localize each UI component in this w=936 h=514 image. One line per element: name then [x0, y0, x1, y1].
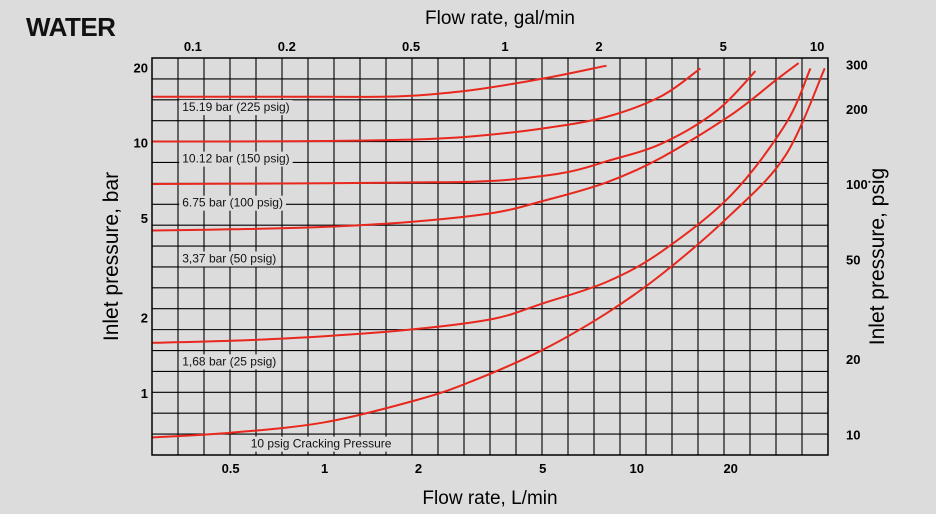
x2-tick-label: 10	[810, 39, 824, 54]
curve-label: 1,68 bar (25 psig)	[182, 354, 276, 368]
series-line-5	[152, 67, 701, 143]
y-axis-label: Inlet pressure, bar	[100, 172, 123, 341]
curve-label-background	[179, 354, 280, 370]
x2-tick-label: 0.5	[402, 39, 420, 54]
y2-axis-label: Inlet pressure, psig	[866, 168, 889, 345]
curve-label-background	[179, 151, 293, 167]
x2-tick-label: 0.1	[184, 39, 202, 54]
curve-label: 3,37 bar (50 psig)	[182, 252, 276, 266]
y-tick-label: 1	[141, 386, 148, 401]
x2-tick-label: 5	[720, 39, 727, 54]
y2-tick-label: 100	[846, 177, 868, 192]
x-tick-label: 20	[723, 461, 737, 476]
curve-label-background	[179, 195, 286, 211]
x2-tick-label: 2	[595, 39, 602, 54]
curve-label-background	[179, 251, 280, 267]
curve-label-background	[179, 100, 293, 116]
x-tick-label: 1	[321, 461, 328, 476]
x-tick-label: 2	[415, 461, 422, 476]
y2-tick-label: 200	[846, 102, 868, 117]
annotations: 15.19 bar (225 psig) 10.12 bar (150 psig)…	[179, 100, 395, 452]
y-tick-label: 20	[134, 60, 148, 75]
y-tick-label: 2	[141, 311, 148, 326]
series-line-6	[152, 64, 607, 98]
y2-tick-label: 300	[846, 58, 868, 73]
x-axis-label: Flow rate, L/min	[422, 488, 557, 509]
grid	[152, 58, 828, 455]
curve-label: 6.75 bar (100 psig)	[182, 196, 283, 210]
x2-axis-label: Flow rate, gal/min	[425, 8, 575, 29]
x-tick-label: 5	[539, 461, 546, 476]
tick-labels: 0.5 1 2 5 10 20 0.1 0.2 0.5 1 2 5 10 1 2 5 10 20 10 20 50 100…	[134, 39, 868, 476]
curve-label: 15.19 bar (225 psig)	[182, 100, 289, 114]
series-group	[152, 62, 826, 439]
series-line-1	[152, 67, 826, 439]
curve-label-background	[247, 436, 395, 452]
x-tick-label: 10	[629, 461, 643, 476]
curve-label: 10.12 bar (150 psig)	[182, 152, 289, 166]
x2-tick-label: 0.2	[278, 39, 296, 54]
curve-label: 10 psig Cracking Pressure	[251, 437, 392, 451]
y-tick-label: 5	[141, 211, 148, 226]
series-line-4	[152, 70, 757, 185]
y2-tick-label: 20	[846, 352, 860, 367]
x-tick-label: 0.5	[222, 461, 240, 476]
series-line-3	[152, 62, 800, 232]
plot-frame	[151, 57, 829, 456]
x2-tick-label: 1	[501, 39, 508, 54]
page-title: WATER	[26, 12, 116, 42]
series-line-2	[152, 67, 812, 344]
y2-tick-label: 10	[846, 427, 860, 442]
y-tick-label: 10	[134, 136, 148, 151]
y2-tick-label: 50	[846, 252, 860, 267]
